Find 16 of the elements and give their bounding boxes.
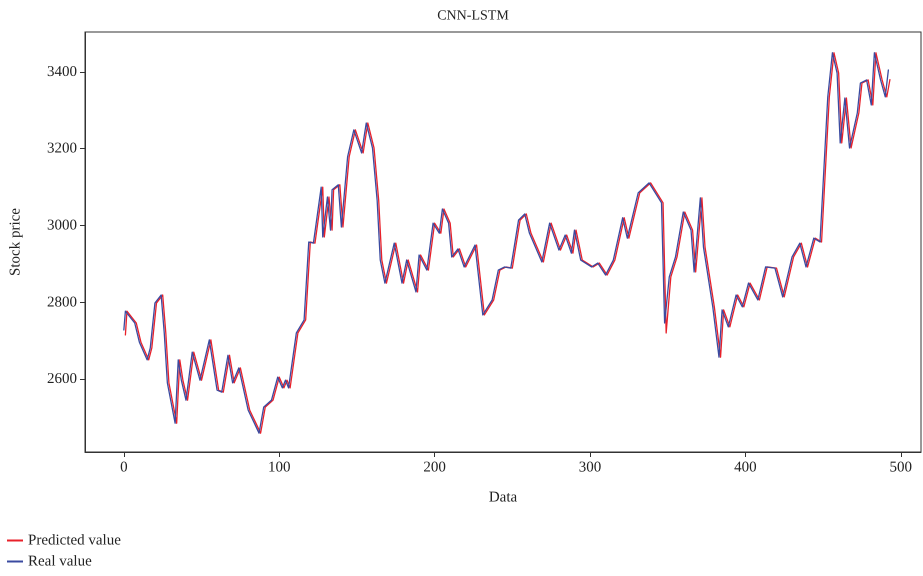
legend-label: Real value: [28, 554, 92, 570]
y-tick-label: 3000: [47, 217, 77, 234]
y-tick-label: 3400: [47, 64, 77, 80]
x-axis-title: Data: [488, 490, 518, 506]
x-tick-label: 200: [423, 460, 446, 476]
x-tick-label: 100: [268, 460, 290, 476]
legend-label: Predicted value: [28, 532, 122, 548]
x-tick-label: 400: [734, 460, 757, 476]
chart-title: CNN-LSTM: [437, 8, 510, 24]
x-tick-label: 300: [578, 460, 602, 476]
y-tick-label: 2600: [47, 371, 77, 388]
x-tick-label: 0: [120, 460, 128, 476]
x-tick-label: 500: [890, 460, 912, 476]
y-tick-label: 2800: [47, 294, 77, 310]
y-tick-label: 3200: [47, 140, 77, 157]
y-axis-title: Stock price: [8, 208, 24, 276]
